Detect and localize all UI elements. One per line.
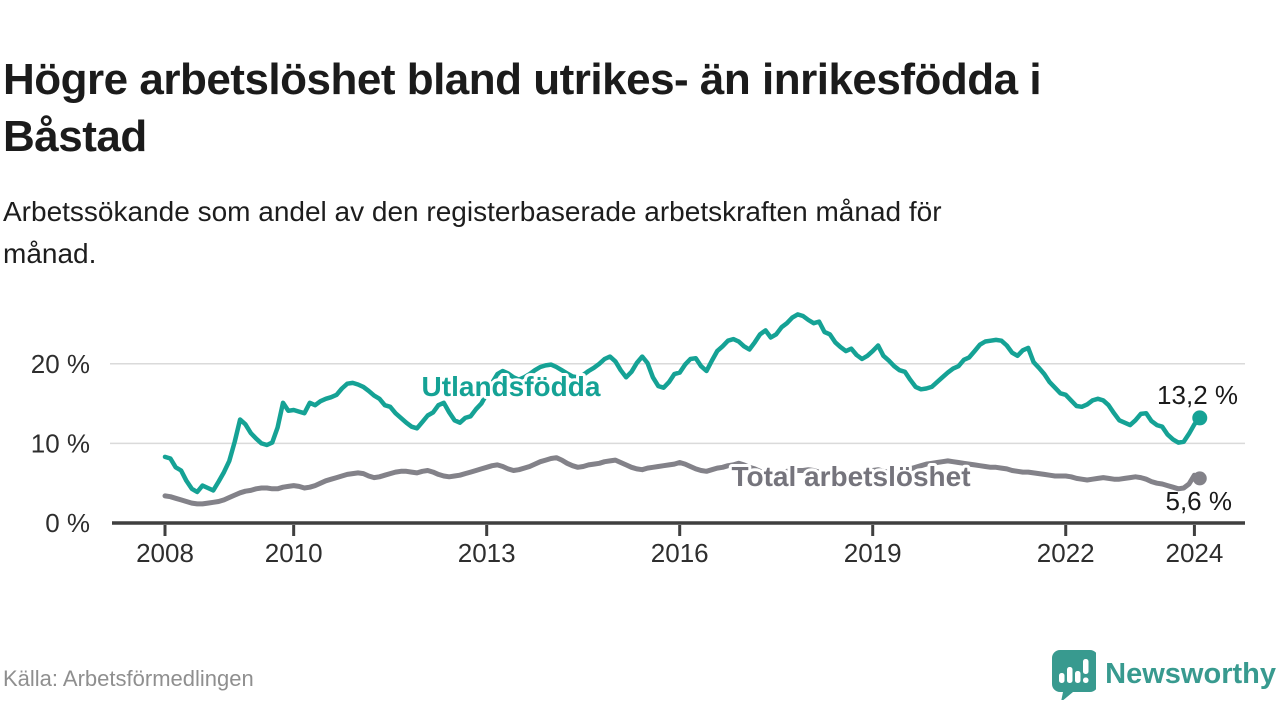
series-line-0: [162, 455, 1203, 507]
chart-subtitle-line-2: månad.: [3, 238, 97, 269]
x-axis-label-2016: 2016: [651, 538, 709, 568]
series-end-dot-0: [1192, 471, 1207, 486]
x-axis-label-2019: 2019: [844, 538, 902, 568]
bar-2: [1067, 667, 1073, 683]
series-end-value-label-0: 5,6 %: [1166, 486, 1233, 516]
chart-subtitle-line-1: Arbetssökande som andel av den registerb…: [3, 196, 942, 227]
exclamation-bar: [1083, 659, 1089, 674]
series-end-value-label-1: 13,2 %: [1157, 380, 1238, 410]
newsworthy-speech-bubble-bar-chart-icon: [1052, 650, 1097, 700]
series-inline-label-0: Total arbetslöshet: [731, 461, 970, 492]
series-end-dot-1: [1192, 410, 1208, 426]
page-title-line-1: Högre arbetslöshet bland utrikes- än inr…: [3, 55, 1042, 105]
bar-1: [1059, 673, 1065, 683]
y-axis-label-0: 0 %: [45, 508, 90, 538]
x-axis-label-2013: 2013: [458, 538, 516, 568]
x-axis-label-2022: 2022: [1037, 538, 1095, 568]
series-inline-label-1: Utlandsfödda: [422, 371, 601, 402]
exclamation-dot: [1083, 677, 1089, 683]
y-axis-label-10: 10 %: [31, 428, 90, 458]
x-axis-label-2024: 2024: [1165, 538, 1223, 568]
series-line-1: [162, 312, 1203, 495]
chart-subtitle: Arbetssökande som andel av den registerb…: [3, 191, 1183, 275]
page-title-line-2: Båstad: [3, 112, 147, 162]
speech-bubble-shape: [1052, 650, 1097, 700]
bar-3: [1075, 671, 1081, 683]
brand-name: Newsworthy: [1105, 657, 1276, 690]
source-note: Källa: Arbetsförmedlingen: [3, 666, 254, 691]
x-axis-label-2008: 2008: [136, 538, 194, 568]
newsworthy-logo: Newsworthy: [1048, 648, 1276, 700]
y-axis-label-20: 20 %: [31, 349, 90, 379]
x-axis-label-2010: 2010: [265, 538, 323, 568]
page-title: Högre arbetslöshet bland utrikes- än inr…: [3, 51, 1228, 165]
